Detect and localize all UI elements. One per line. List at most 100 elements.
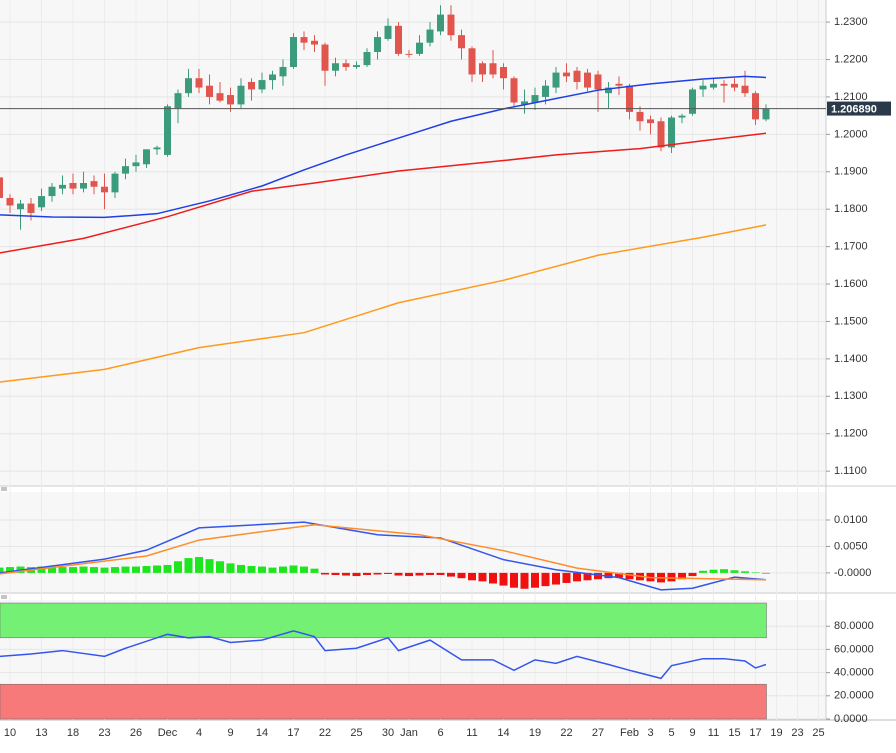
histogram-bar <box>279 566 287 573</box>
x-tick-label: Jan <box>400 727 418 739</box>
histogram-bar <box>573 572 581 582</box>
candle-body <box>405 53 413 55</box>
indicator-line <box>0 75 767 219</box>
candle-body <box>6 197 14 206</box>
candle-body <box>237 85 245 105</box>
histogram-bar <box>562 572 571 583</box>
histogram-bar <box>720 569 728 573</box>
candle-body <box>153 147 161 150</box>
histogram-bar <box>100 567 109 573</box>
candle-body <box>38 196 45 208</box>
x-tick-label: 14 <box>256 727 268 739</box>
candle-body <box>752 93 759 120</box>
y-tick-label: 40.0000 <box>834 667 874 679</box>
histogram-bar <box>69 567 77 573</box>
indicator-line <box>0 224 767 383</box>
histogram-bar <box>604 572 613 579</box>
histogram-bar <box>478 572 487 582</box>
candle-body <box>447 14 455 36</box>
histogram-bar <box>594 572 602 580</box>
histogram-bar <box>520 572 529 589</box>
panel-handle <box>1 487 7 599</box>
candle-body <box>699 85 707 90</box>
y-tick-label: -0.0000 <box>834 567 871 579</box>
candle-body <box>374 37 381 53</box>
y-tick-label: 0.0050 <box>834 540 868 552</box>
histogram-bar <box>762 572 770 574</box>
histogram-bar <box>363 572 371 576</box>
indicator-line <box>0 521 767 591</box>
candle-body <box>17 203 24 210</box>
x-tick-label: 30 <box>382 727 394 739</box>
x-tick-label: 14 <box>497 727 509 739</box>
candle-body <box>468 48 476 75</box>
candle-body <box>521 101 528 105</box>
candle-body <box>710 83 717 88</box>
y-tick-label: 1.2000 <box>834 128 868 140</box>
last-price-label: 1.206890 <box>831 103 877 115</box>
histogram-bar <box>310 568 319 573</box>
histogram-bar <box>268 567 277 573</box>
candle-body <box>762 108 770 120</box>
x-tick-label: 15 <box>728 727 740 739</box>
histogram-bar <box>6 567 14 573</box>
candle-body <box>573 70 581 82</box>
candle-body <box>248 81 255 90</box>
zone <box>0 602 767 639</box>
candle-body <box>0 177 3 198</box>
candle-body <box>48 186 56 197</box>
histogram-bar <box>48 566 56 573</box>
histogram-bar <box>730 570 739 573</box>
candle-body <box>332 63 339 71</box>
candle-body <box>668 117 675 148</box>
candle-body <box>111 173 119 193</box>
y-tick-label: 20.0000 <box>834 690 874 702</box>
candle-body <box>279 66 287 77</box>
x-tick-label: 6 <box>437 727 443 739</box>
x-tick-label: 11 <box>466 727 477 739</box>
candle-body <box>384 25 392 39</box>
histogram-bar <box>111 567 119 573</box>
histogram-bar <box>436 572 445 576</box>
histogram-bar <box>300 566 308 573</box>
histogram-bar <box>447 572 455 577</box>
histogram-bar <box>216 561 224 573</box>
last-price-box <box>827 101 891 116</box>
histogram-bar <box>331 572 340 576</box>
candle-body <box>584 72 591 88</box>
x-tick-label: 19 <box>770 727 782 739</box>
candle-body <box>311 40 318 45</box>
x-tick-label: 23 <box>98 727 110 739</box>
x-tick-label: 17 <box>749 727 761 739</box>
candle-body <box>269 74 276 81</box>
histogram-bar <box>468 572 476 581</box>
histogram-bar <box>0 567 4 573</box>
histogram-bar <box>751 572 760 573</box>
candle-body <box>657 121 665 148</box>
x-tick-label: 11 <box>708 727 719 739</box>
histogram-bar <box>541 572 550 587</box>
histogram-bar <box>247 566 256 573</box>
y-tick-label: 1.1900 <box>834 166 868 178</box>
x-tick-label: 9 <box>227 727 233 739</box>
indicator-line <box>0 523 767 581</box>
candle-body <box>122 166 129 174</box>
y-tick-label: 1.1500 <box>834 315 868 327</box>
histogram-bar <box>531 572 539 588</box>
y-tick-label: 80.0000 <box>834 620 874 632</box>
candle-body <box>615 83 623 86</box>
histogram-bar <box>373 572 382 575</box>
candle-body <box>563 72 570 77</box>
x-tick-label: 27 <box>592 727 604 739</box>
candle-body <box>542 85 549 97</box>
histogram-bar <box>205 559 214 573</box>
y-tick-label: 1.1700 <box>834 241 868 253</box>
candle-body <box>416 42 423 54</box>
candle-body <box>594 74 602 90</box>
candle-body <box>426 29 434 43</box>
histogram-bar <box>321 572 329 575</box>
y-tick-label: 1.2300 <box>834 16 868 28</box>
x-tick-label: 26 <box>130 727 142 739</box>
indicator-line <box>0 132 767 254</box>
